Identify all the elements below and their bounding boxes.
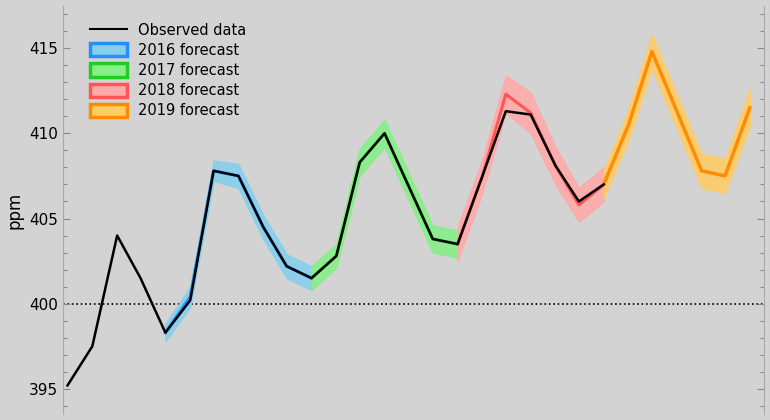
Legend: Observed data, 2016 forecast, 2017 forecast, 2018 forecast, 2019 forecast: Observed data, 2016 forecast, 2017 forec… (85, 17, 253, 124)
Y-axis label: ppm: ppm (5, 192, 24, 228)
